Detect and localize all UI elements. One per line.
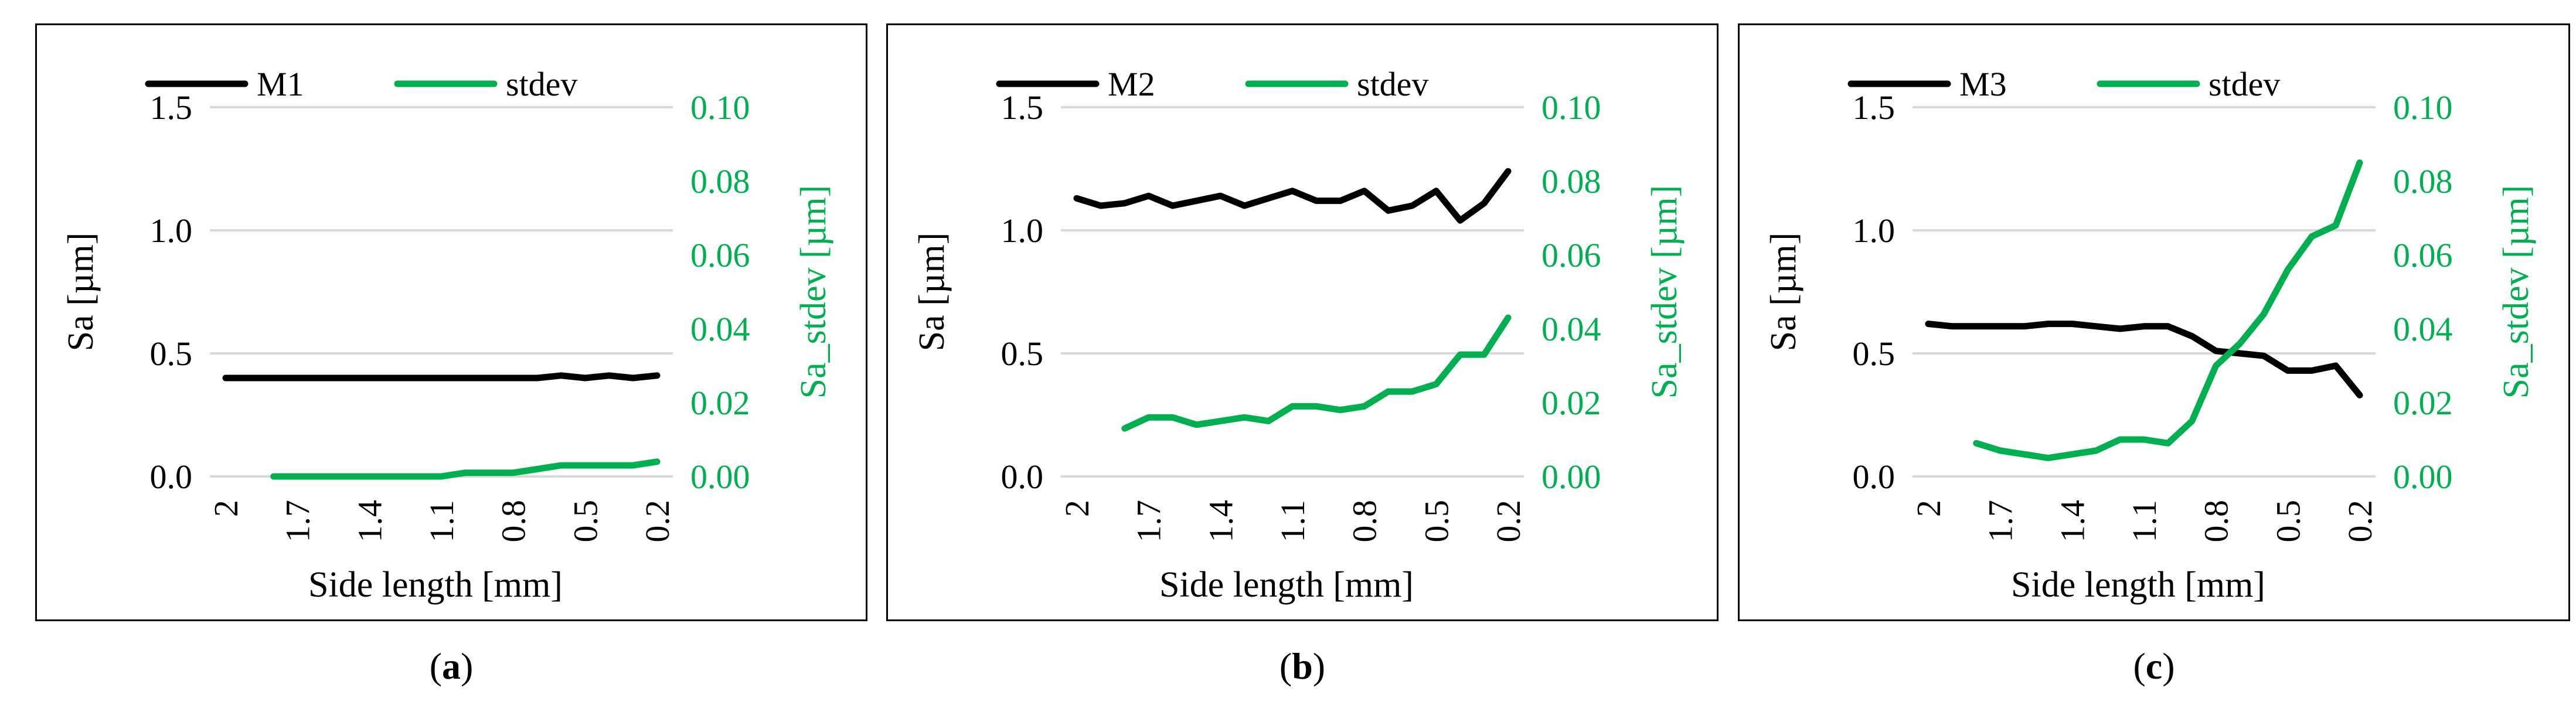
y-right-tick-label: 0.08 xyxy=(1541,162,1601,200)
y-right-axis-title: Sa_stdev [µm] xyxy=(1645,185,1685,399)
y-right-tick-label: 0.00 xyxy=(690,458,750,496)
y-axis-title: Sa [µm] xyxy=(1764,233,1803,352)
x-tick-label: 2 xyxy=(207,500,245,517)
caption-c: (c) xyxy=(2133,645,2175,687)
y-right-tick-label: 0.00 xyxy=(1541,458,1601,496)
x-tick-label: 2 xyxy=(1910,500,1948,517)
y-tick-label: 1.5 xyxy=(1001,88,1044,127)
x-tick-label: 0.2 xyxy=(638,500,676,543)
x-tick-label: 0.8 xyxy=(495,500,533,543)
x-tick-label: 1.4 xyxy=(1202,500,1240,543)
series-line-stdev xyxy=(1973,159,2363,461)
x-tick-label: 0.5 xyxy=(566,500,604,543)
y-right-tick-label: 0.00 xyxy=(2393,458,2453,496)
x-tick-label: 1.1 xyxy=(1274,500,1312,543)
x-tick-label: 0.8 xyxy=(2197,500,2235,543)
y-right-axis-title: Sa_stdev [µm] xyxy=(2496,185,2536,399)
x-axis-title: Side length [mm] xyxy=(2011,565,2265,605)
x-axis-title: Side length [mm] xyxy=(308,565,563,605)
caption-letter-a: a xyxy=(442,645,461,687)
x-tick-label: 0.8 xyxy=(1346,500,1384,543)
y-right-axis-title: Sa_stdev [µm] xyxy=(794,185,833,399)
series-line-M3 xyxy=(1925,321,2363,399)
y-tick-label: 1.0 xyxy=(1001,212,1044,250)
chart-b: 0.0 0.5 1.0 1.5 0.00 0.02 0.04 0.06 0.08 0.10 2 1.7… xyxy=(912,65,1685,605)
y-right-tick-label: 0.10 xyxy=(690,88,750,127)
y-right-tick-label: 0.04 xyxy=(690,310,750,348)
caption-b: (b) xyxy=(1279,645,1326,687)
y-tick-label: 1.5 xyxy=(1853,88,1896,127)
x-tick-label: 1.1 xyxy=(423,500,461,543)
legend-label: M2 xyxy=(1108,65,1155,103)
x-tick-label: 1.7 xyxy=(279,500,317,543)
y-tick-label: 1.0 xyxy=(150,212,193,250)
caption-letter-b: b xyxy=(1292,645,1313,687)
legend-label: stdev xyxy=(2209,65,2280,103)
x-tick-label: 2 xyxy=(1058,500,1096,517)
chart-panel-c: 0.0 0.5 1.0 1.5 0.00 0.02 0.04 0.06 0.08 0.10 2 1.7… xyxy=(1738,23,2570,621)
x-tick-label: 0.5 xyxy=(1417,500,1455,543)
y-tick-label: 0.0 xyxy=(1001,458,1044,496)
y-tick-label: 0.5 xyxy=(150,335,193,373)
y-right-tick-label: 0.02 xyxy=(2393,384,2453,422)
y-tick-label: 1.5 xyxy=(150,88,193,127)
y-tick-label: 0.5 xyxy=(1001,335,1044,373)
chart-panel-a: 0.0 0.5 1.0 1.5 0.00 0.02 0.04 0.06 0.08 0.10 2 1.7… xyxy=(35,23,867,621)
caption-letter-c: c xyxy=(2145,645,2163,687)
x-tick-label: 1.7 xyxy=(1130,500,1168,543)
y-axis-title: Sa [µm] xyxy=(912,233,952,352)
chart-a: 0.0 0.5 1.0 1.5 0.00 0.02 0.04 0.06 0.08 0.10 2 1.7… xyxy=(61,65,833,605)
y-tick-label: 0.5 xyxy=(1853,335,1896,373)
y-right-tick-label: 0.10 xyxy=(2393,88,2453,127)
legend-label: stdev xyxy=(506,65,577,103)
x-tick-label: 0.2 xyxy=(2341,500,2379,543)
y-right-tick-label: 0.02 xyxy=(690,384,750,422)
series-line-stdev xyxy=(270,458,661,480)
chart-c: 0.0 0.5 1.0 1.5 0.00 0.02 0.04 0.06 0.08 0.10 2 1.7… xyxy=(1764,65,2536,605)
x-axis-title: Side length [mm] xyxy=(1159,565,1414,605)
y-right-tick-label: 0.08 xyxy=(690,162,750,200)
y-tick-label: 0.0 xyxy=(150,458,193,496)
legend-label: stdev xyxy=(1357,65,1428,103)
y-right-tick-label: 0.02 xyxy=(1541,384,1601,422)
series-line-stdev xyxy=(1121,314,1512,432)
series-line-M1 xyxy=(222,372,661,382)
y-right-tick-label: 0.06 xyxy=(1541,236,1601,274)
x-tick-label: 1.4 xyxy=(2053,500,2091,543)
y-right-tick-label: 0.04 xyxy=(2393,310,2453,348)
series-line-M2 xyxy=(1073,168,1512,224)
y-right-tick-label: 0.06 xyxy=(2393,236,2453,274)
x-tick-label: 1.7 xyxy=(1982,500,2020,543)
x-tick-label: 0.5 xyxy=(2269,500,2307,543)
chart-panel-b: 0.0 0.5 1.0 1.5 0.00 0.02 0.04 0.06 0.08 0.10 2 1.7… xyxy=(886,23,1719,621)
y-right-tick-label: 0.10 xyxy=(1541,88,1601,127)
x-tick-label: 1.4 xyxy=(351,500,389,543)
y-right-tick-label: 0.08 xyxy=(2393,162,2453,200)
y-axis-title: Sa [µm] xyxy=(61,233,101,352)
y-tick-label: 1.0 xyxy=(1853,212,1896,250)
legend-label: M3 xyxy=(1959,65,2007,103)
caption-a: (a) xyxy=(429,645,474,687)
y-tick-label: 0.0 xyxy=(1853,458,1896,496)
legend-label: M1 xyxy=(257,65,304,103)
y-right-tick-label: 0.06 xyxy=(690,236,750,274)
x-tick-label: 0.2 xyxy=(1489,500,1527,543)
y-right-tick-label: 0.04 xyxy=(1541,310,1601,348)
x-tick-label: 1.1 xyxy=(2125,500,2163,543)
